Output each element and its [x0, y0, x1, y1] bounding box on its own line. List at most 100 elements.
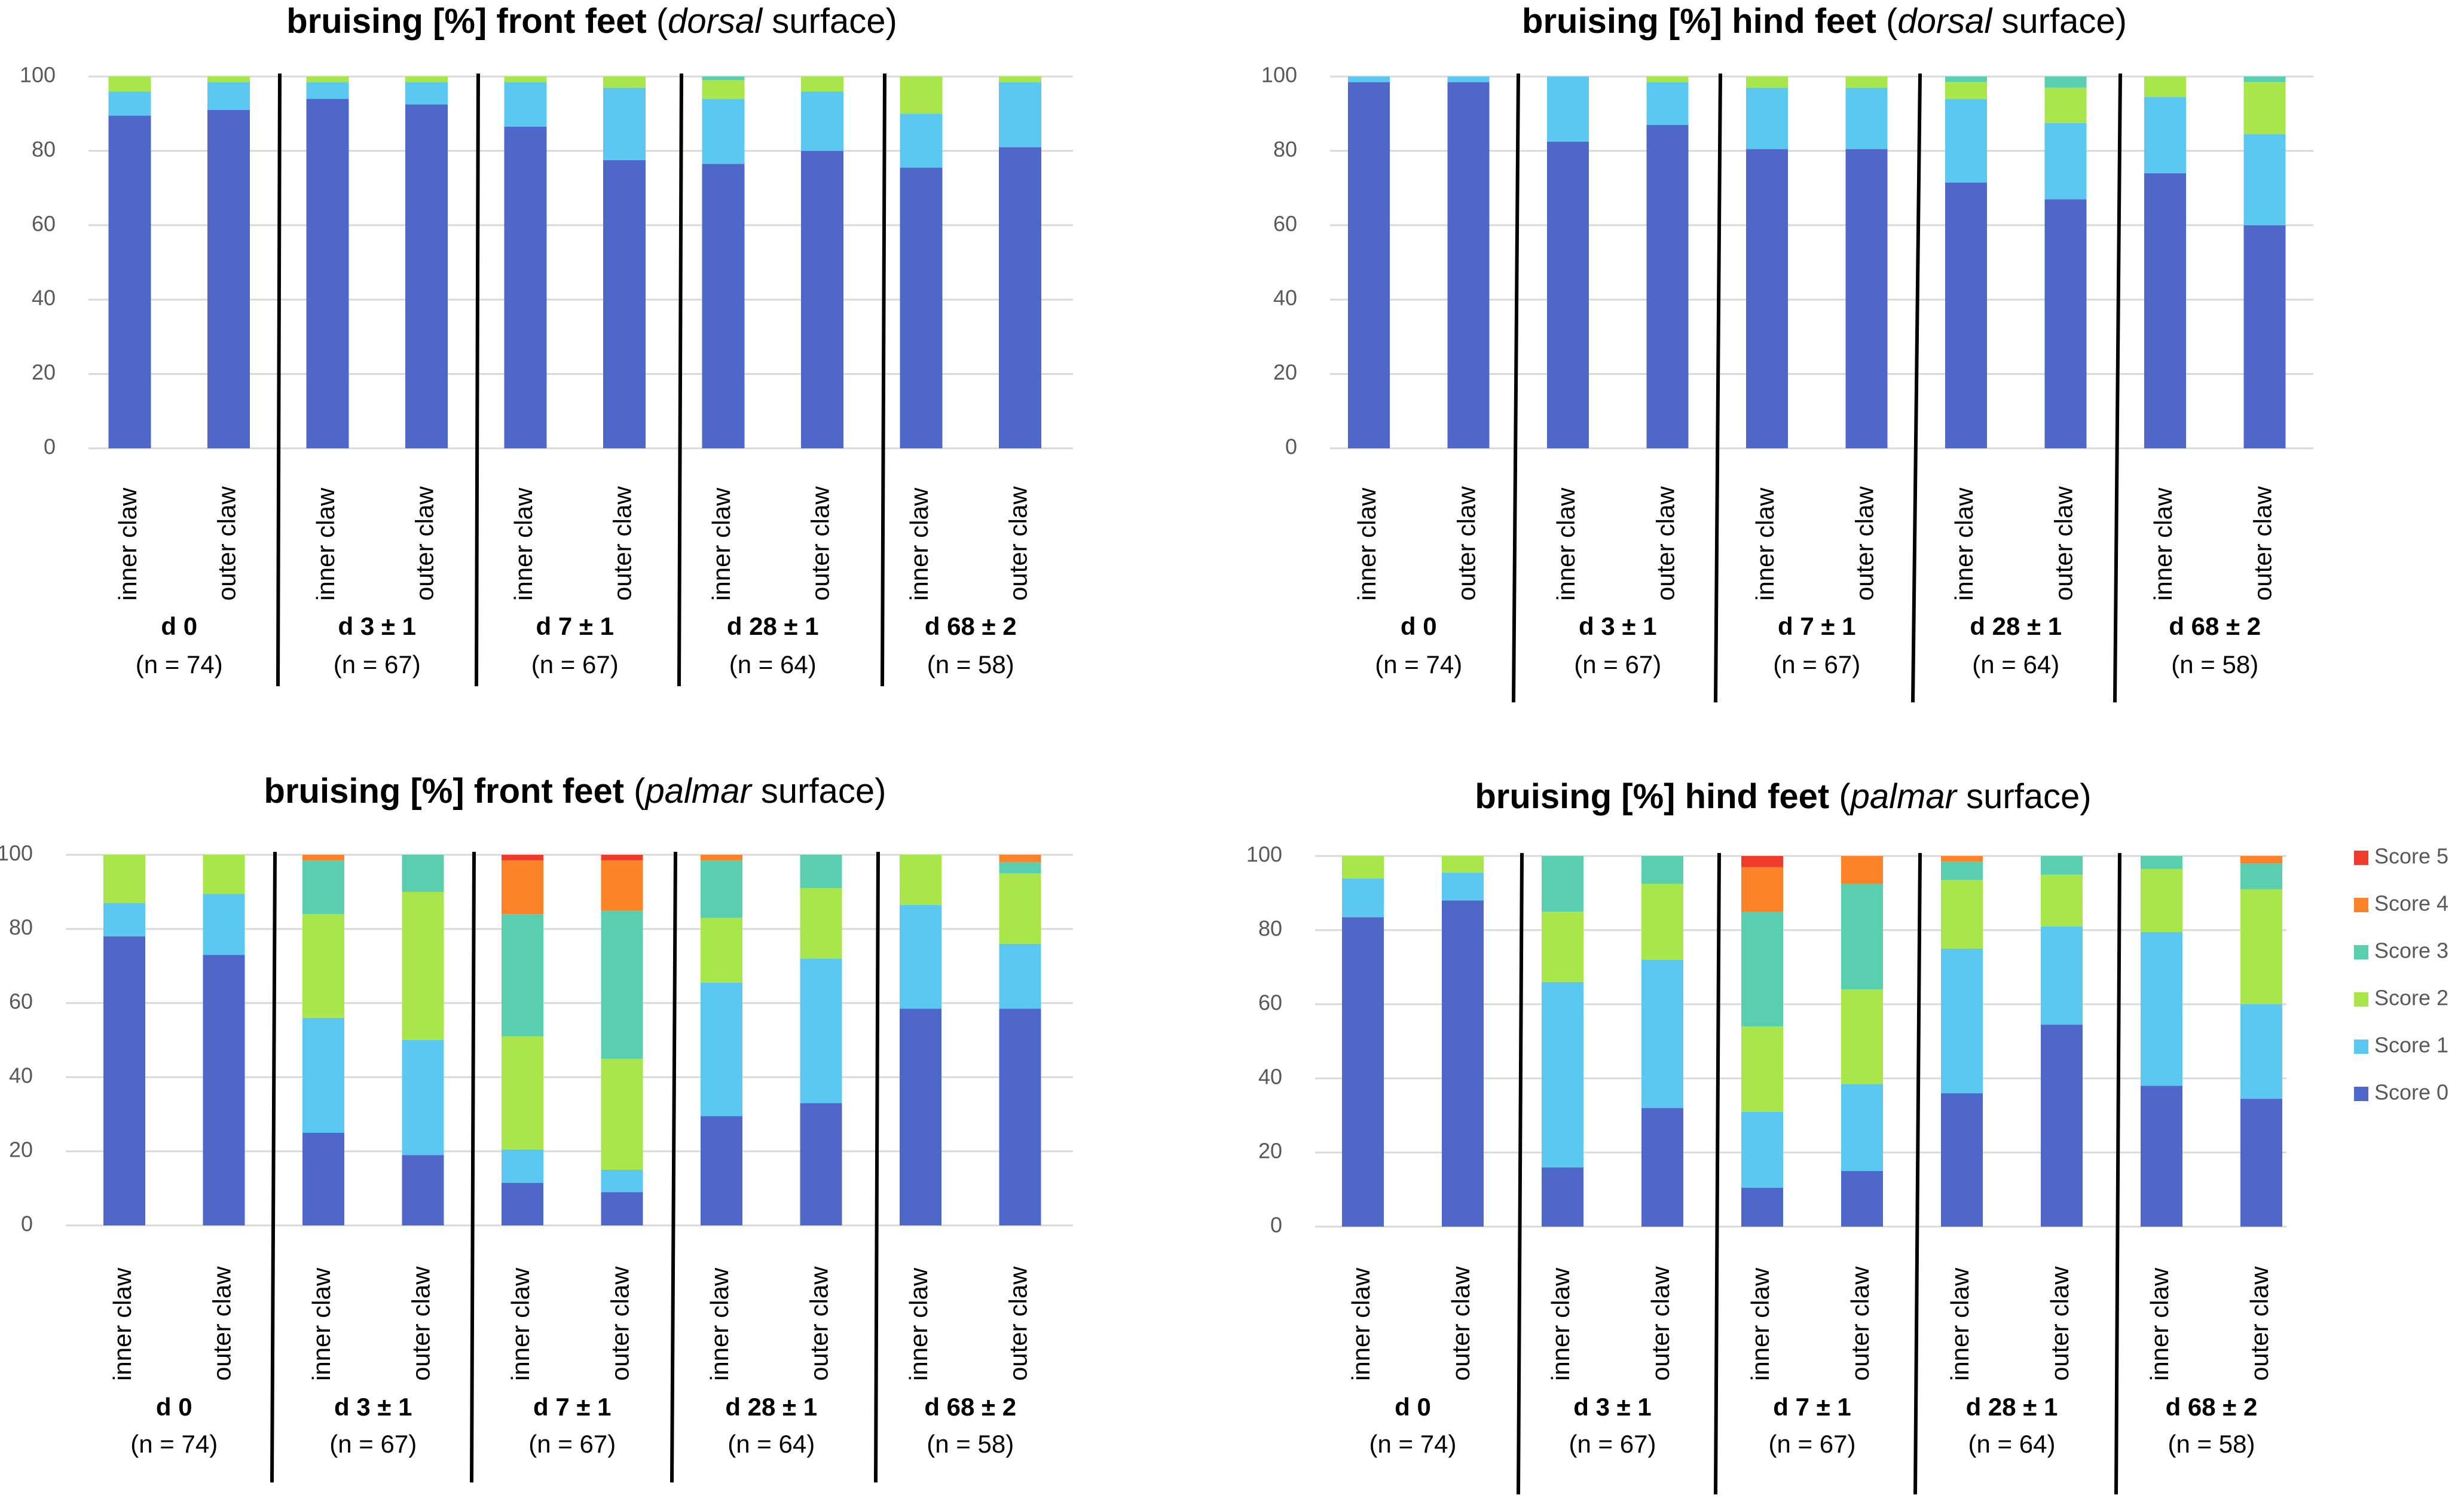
bar-segment-score-0	[1945, 182, 1987, 448]
bar-segment-score-0	[504, 126, 547, 449]
bar-segment-score-1	[302, 1017, 344, 1133]
bar-segment-score-2	[504, 77, 547, 82]
y-tick-label: 60	[9, 989, 33, 1014]
legend-label-score-0: Score 0	[2374, 1080, 2448, 1105]
bar-segment-score-1	[402, 1040, 444, 1155]
bar-segment-score-1	[306, 82, 349, 99]
category-label: inner claw	[707, 487, 735, 601]
y-tick-label: 40	[1258, 1065, 1282, 1089]
chart-3: bruising [%] front feet (palmar surface)…	[0, 772, 1073, 1483]
group-label: d 68 ± 2	[2166, 1393, 2258, 1421]
category-label: outer claw	[2050, 486, 2078, 601]
category-label: inner claw	[2145, 1267, 2173, 1381]
bar-segment-score-1	[2041, 926, 2083, 1025]
category-label: inner claw	[1546, 1267, 1575, 1381]
y-tick-label: 20	[9, 1138, 33, 1162]
bar-segment-score-0	[800, 1103, 842, 1225]
bar-segment-score-1	[701, 982, 742, 1117]
group-label: d 68 ± 2	[925, 612, 1017, 640]
y-tick-label: 100	[20, 63, 56, 87]
category-label: outer claw	[1453, 486, 1481, 601]
bar-segment-score-1	[800, 958, 842, 1103]
chart-title-bold: bruising [%] front feet	[264, 772, 625, 811]
bar-segment-score-3	[800, 855, 842, 888]
bar-segment-score-2	[502, 1036, 543, 1150]
bar-segment-score-1	[601, 1170, 643, 1193]
bar-segment-score-0	[103, 936, 145, 1225]
group-separator	[1714, 73, 1722, 703]
group-n-label: (n = 67)	[1773, 650, 1860, 678]
legend-swatch-score-4	[2354, 898, 2368, 912]
category-label: inner claw	[1946, 1267, 1974, 1381]
bar-segment-score-1	[1746, 87, 1788, 149]
group-n-label: (n = 74)	[1369, 1430, 1457, 1458]
group-separator	[874, 851, 880, 1483]
group-n-label: (n = 64)	[1972, 650, 2059, 678]
category-label: inner claw	[705, 1267, 733, 1381]
category-label: outer claw	[1004, 1266, 1032, 1381]
bar-segment-score-3	[502, 914, 543, 1037]
bar-segment-score-1	[900, 114, 943, 168]
bar-segment-score-2	[207, 77, 250, 82]
legend-swatch-score-0	[2354, 1087, 2368, 1101]
bar-segment-score-2	[1741, 1026, 1783, 1112]
group-label: d 28 ± 1	[727, 612, 819, 640]
legend-swatch-score-2	[2354, 992, 2368, 1007]
bar-segment-score-1	[1542, 982, 1583, 1167]
bar-segment-score-2	[801, 77, 843, 91]
category-label: inner claw	[1950, 487, 1978, 601]
bar-segment-score-1	[1945, 99, 1987, 183]
y-tick-label: 40	[1273, 286, 1297, 310]
group-separator	[1512, 73, 1520, 703]
y-tick-label: 0	[1285, 435, 1297, 459]
bar-segment-score-2	[402, 892, 444, 1040]
bar-segment-score-2	[1542, 912, 1583, 982]
bar-segment-score-2	[900, 855, 941, 905]
bar-segment-score-0	[302, 1133, 344, 1225]
group-label: d 7 ± 1	[1778, 612, 1855, 640]
bar-segment-score-3	[302, 860, 344, 915]
category-label: inner claw	[1552, 487, 1580, 601]
y-tick-label: 20	[32, 360, 56, 384]
bar-segment-score-2	[203, 855, 245, 894]
bar-segment-score-5	[1741, 856, 1783, 867]
y-tick-label: 60	[32, 211, 56, 236]
group-separator	[677, 73, 683, 687]
bar-segment-score-2	[1845, 77, 1888, 88]
chart-title-bold: bruising [%] front feet	[286, 2, 647, 41]
bar-segment-score-0	[1542, 1167, 1583, 1227]
bar-segment-score-0	[801, 151, 843, 448]
legend-label-score-3: Score 3	[2374, 938, 2448, 963]
category-label: outer claw	[606, 1266, 634, 1381]
bar-segment-score-0	[2144, 173, 2186, 448]
bar-segment-score-2	[405, 77, 448, 82]
chart-title-bold: bruising [%] hind feet	[1522, 2, 1876, 41]
bar-segment-score-4	[302, 855, 344, 861]
bar-segment-score-3	[1641, 856, 1683, 884]
y-tick-label: 40	[32, 286, 56, 310]
group-label: d 7 ± 1	[1773, 1393, 1851, 1421]
group-label: d 68 ± 2	[2169, 612, 2261, 640]
bar-segment-score-1	[1841, 1084, 1883, 1171]
bar-segment-score-1	[405, 82, 448, 105]
bar-segment-score-3	[999, 862, 1041, 873]
bar-segment-score-4	[502, 860, 543, 915]
legend-label-score-4: Score 4	[2374, 891, 2448, 916]
group-n-label: (n = 58)	[927, 1430, 1014, 1458]
bar-segment-score-3	[701, 860, 742, 918]
category-label: outer claw	[805, 1266, 833, 1381]
bar-segment-score-0	[1348, 82, 1390, 448]
bar-segment-score-2	[1442, 856, 1484, 873]
chart-title: bruising [%] hind feet (palmar surface)	[1475, 777, 2091, 816]
bar-segment-score-0	[405, 104, 448, 448]
group-label: d 3 ± 1	[334, 1393, 412, 1421]
bar-segment-score-2	[1641, 883, 1683, 960]
bar-segment-score-0	[2041, 1025, 2083, 1227]
bar-segment-score-4	[1941, 856, 1983, 862]
group-separator	[1714, 852, 1721, 1495]
bar-segment-score-0	[1646, 124, 1689, 449]
bar-segment-score-1	[2240, 1004, 2282, 1099]
bar-segment-score-2	[2144, 77, 2186, 97]
bar-segment-score-0	[1342, 917, 1384, 1227]
group-n-label: (n = 67)	[528, 1430, 616, 1458]
